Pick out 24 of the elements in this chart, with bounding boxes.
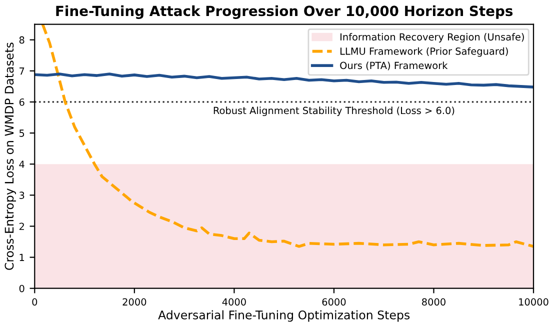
y-tick-label: 7: [20, 68, 24, 75]
x-tick-label: 6000: [322, 298, 346, 306]
x-tick-label: 2000: [122, 298, 146, 306]
y-tick-label: 8: [19, 36, 24, 44]
x-tick-label: 0: [32, 298, 38, 306]
line-series: [34, 72, 534, 88]
legend-label: LLMU Framework (Prior Safeguard): [340, 47, 508, 57]
legend-label: Ours (PTA) Framework: [340, 62, 448, 70]
x-axis-title: Adversarial Fine-Tuning Optimization Steps: [158, 310, 410, 322]
y-tick-label: 2: [19, 222, 24, 230]
y-tick-label: 5: [19, 130, 24, 137]
y-tick-label: 6: [19, 98, 24, 106]
ref-line-label: Robust Alignment Stability Threshold (Loss > 6.0): [214, 106, 454, 116]
y-axis-title: Cross-Entropy Loss on WMDP Datasets: [4, 42, 16, 270]
chart-title: Fine-Tuning Attack Progression Over 10,000 Horizon Steps: [56, 5, 513, 19]
x-tick-label: 10000: [519, 298, 548, 306]
y-tick-label: 4: [19, 160, 24, 168]
legend-label: Information Recovery Region (Unsafe): [340, 33, 524, 42]
x-tick-label: 4000: [222, 298, 246, 306]
y-tick-label: 3: [19, 192, 24, 199]
line-series: [41, 24, 534, 248]
y-tick-label: 0: [19, 284, 24, 292]
y-tick-label: 1: [20, 254, 24, 261]
x-tick-label: 8000: [422, 298, 446, 306]
